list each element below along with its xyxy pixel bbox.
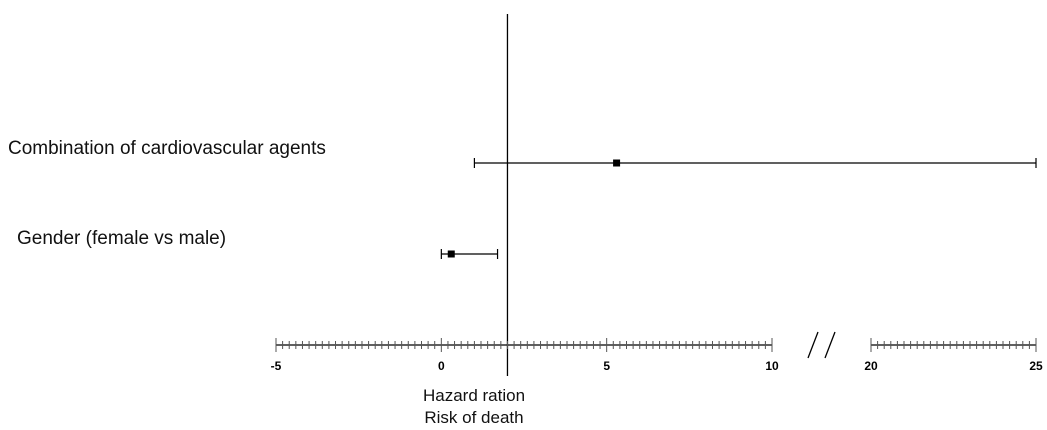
- axis-break-mark: [824, 331, 836, 359]
- x-axis-title-line-2: Risk of death: [424, 408, 523, 427]
- row-label: Combination of cardiovascular agents: [8, 138, 326, 159]
- x-tick-label: 20: [864, 359, 878, 373]
- x-axis-title-line-1: Hazard ration: [423, 386, 525, 405]
- x-tick-label: 10: [765, 359, 779, 373]
- row-label: Gender (female vs male): [17, 228, 226, 249]
- point-estimate: [447, 250, 455, 258]
- x-tick-label: 0: [438, 359, 445, 373]
- point-estimate: [613, 159, 621, 167]
- x-tick-label: 5: [603, 359, 610, 373]
- x-tick-label: 25: [1029, 359, 1043, 373]
- axis-break-mark: [807, 331, 819, 359]
- x-tick-label: -5: [271, 359, 282, 373]
